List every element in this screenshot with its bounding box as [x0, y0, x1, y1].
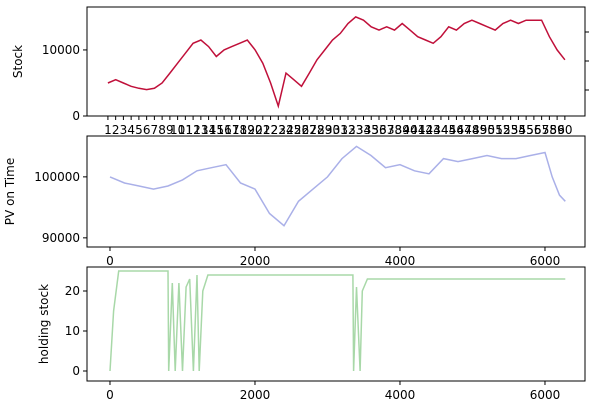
x-tick-label: 49 — [472, 123, 487, 137]
x-tick-label: 26 — [294, 123, 309, 137]
y-tick-label: 90000 — [42, 231, 80, 245]
x-tick-label: 32 — [340, 123, 355, 137]
x-tick-label: 57 — [534, 123, 549, 137]
x-tick-label: 16 — [216, 123, 231, 137]
x-tick-label: 13 — [193, 123, 208, 137]
x-tick-label: 44 — [433, 123, 448, 137]
x-tick-label: 5 — [135, 123, 143, 137]
y-tick-label: 0 — [72, 109, 80, 123]
x-tick-label: 45 — [441, 123, 456, 137]
x-tick-label: 21 — [255, 123, 270, 137]
x-tick-label: 41 — [410, 123, 425, 137]
x-tick-label: 6000 — [530, 388, 561, 402]
y-tick-label: 20 — [65, 284, 80, 298]
x-tick-label: 1 — [104, 123, 112, 137]
x-tick-label: 0 — [106, 254, 114, 268]
x-tick-label: 59 — [549, 123, 564, 137]
x-tick-label: 2000 — [240, 388, 271, 402]
x-tick-label: 28 — [309, 123, 324, 137]
x-tick-label: 29 — [317, 123, 332, 137]
x-tick-label: 23 — [271, 123, 286, 137]
x-tick-label: 6 — [143, 123, 151, 137]
x-tick-label: 31 — [333, 123, 348, 137]
y-axis-label: PV on Time — [3, 158, 17, 225]
data-line — [109, 145, 566, 227]
x-tick-label: 15 — [209, 123, 224, 137]
x-tick-label: 42 — [418, 123, 433, 137]
x-tick-label: 51 — [488, 123, 503, 137]
x-tick-label: 4000 — [385, 254, 416, 268]
x-tick-label: 22 — [263, 123, 278, 137]
x-tick-label: 2000 — [240, 254, 271, 268]
x-tick-label: 52 — [495, 123, 510, 137]
x-tick-label: 9 — [166, 123, 174, 137]
x-tick-label: 47 — [457, 123, 472, 137]
x-tick-label: 38 — [387, 123, 402, 137]
x-tick-label: 48 — [464, 123, 479, 137]
y-tick-label: 10 — [65, 324, 80, 338]
x-tick-label: 56 — [526, 123, 541, 137]
x-tick-label: 34 — [356, 123, 371, 137]
x-tick-label: 6000 — [530, 254, 561, 268]
x-tick-label: 53 — [503, 123, 518, 137]
x-tick-label: 4000 — [385, 388, 416, 402]
x-tick-label: 35 — [364, 123, 379, 137]
x-tick-label: 30 — [325, 123, 340, 137]
x-tick-label: 33 — [348, 123, 363, 137]
x-tick-label: 24 — [278, 123, 293, 137]
data-line — [109, 270, 566, 372]
x-tick-label: 18 — [232, 123, 247, 137]
x-tick-label: 43 — [426, 123, 441, 137]
x-tick-label: 40 — [402, 123, 417, 137]
x-tick-label: 11 — [178, 123, 193, 137]
x-tick-label: 0 — [106, 388, 114, 402]
x-tick-label: 60 — [557, 123, 572, 137]
x-tick-label: 55 — [518, 123, 533, 137]
x-tick-label: 36 — [371, 123, 386, 137]
axes-frame — [86, 6, 586, 117]
x-tick-label: 14 — [201, 123, 216, 137]
x-tick-label: 27 — [302, 123, 317, 137]
axes-frame — [86, 266, 586, 382]
x-tick-label: 17 — [224, 123, 239, 137]
x-tick-label: 12 — [185, 123, 200, 137]
x-tick-label: 37 — [379, 123, 394, 137]
y-axis-label: Stock — [11, 45, 25, 78]
data-line — [107, 16, 566, 109]
x-tick-label: 20 — [247, 123, 262, 137]
y-axis-label: holding stock — [37, 284, 51, 364]
x-tick-label: 50 — [480, 123, 495, 137]
x-tick-label: 4 — [127, 123, 135, 137]
y-tick-label: 10000 — [42, 43, 80, 57]
x-tick-label: 58 — [542, 123, 557, 137]
axes-frame — [86, 135, 586, 248]
y-tick-label: 100000 — [34, 170, 80, 184]
x-tick-label: 8 — [158, 123, 166, 137]
x-tick-label: 19 — [240, 123, 255, 137]
x-tick-label: 3 — [120, 123, 128, 137]
x-tick-label: 2 — [112, 123, 120, 137]
x-tick-label: 10 — [170, 123, 185, 137]
x-tick-label: 46 — [449, 123, 464, 137]
x-tick-label: 39 — [395, 123, 410, 137]
x-tick-label: 7 — [151, 123, 159, 137]
y-tick-label: 0 — [72, 364, 80, 378]
x-tick-label: 25 — [286, 123, 301, 137]
x-tick-label: 54 — [511, 123, 526, 137]
